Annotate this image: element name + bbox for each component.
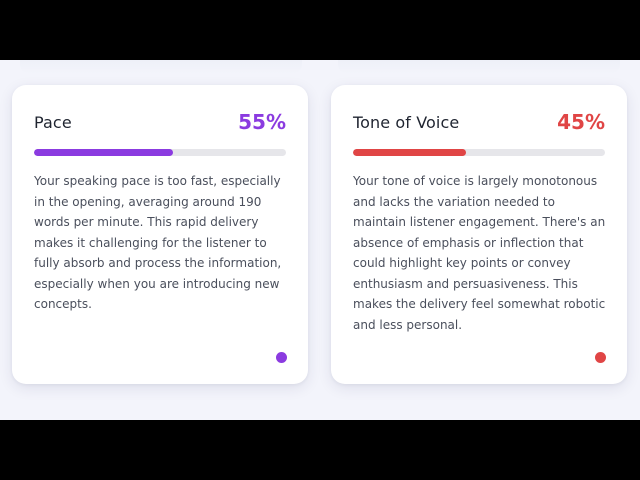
card-description: Your speaking pace is too fast, especial… [34,174,282,311]
score-value: 45% [557,110,605,134]
card-header: Pace 55% [34,107,286,137]
status-dot-icon [276,352,287,363]
progress-bar [353,149,605,156]
previous-card-edge-right [338,60,620,74]
tone-of-voice-card: Tone of Voice 45% Your tone of voice is … [331,85,627,384]
card-title: Tone of Voice [353,112,460,132]
feedback-panel: Pace 55% Your speaking pace is too fast,… [0,60,640,420]
score-value: 55% [238,110,286,134]
progress-fill [34,149,173,156]
status-dot-icon [595,352,606,363]
progress-bar [34,149,286,156]
card-title: Pace [34,112,72,132]
previous-card-edge-left [20,60,302,74]
pace-card: Pace 55% Your speaking pace is too fast,… [12,85,308,384]
card-header: Tone of Voice 45% [353,107,605,137]
card-description: Your tone of voice is largely monotonous… [353,174,606,332]
progress-fill [353,149,467,156]
